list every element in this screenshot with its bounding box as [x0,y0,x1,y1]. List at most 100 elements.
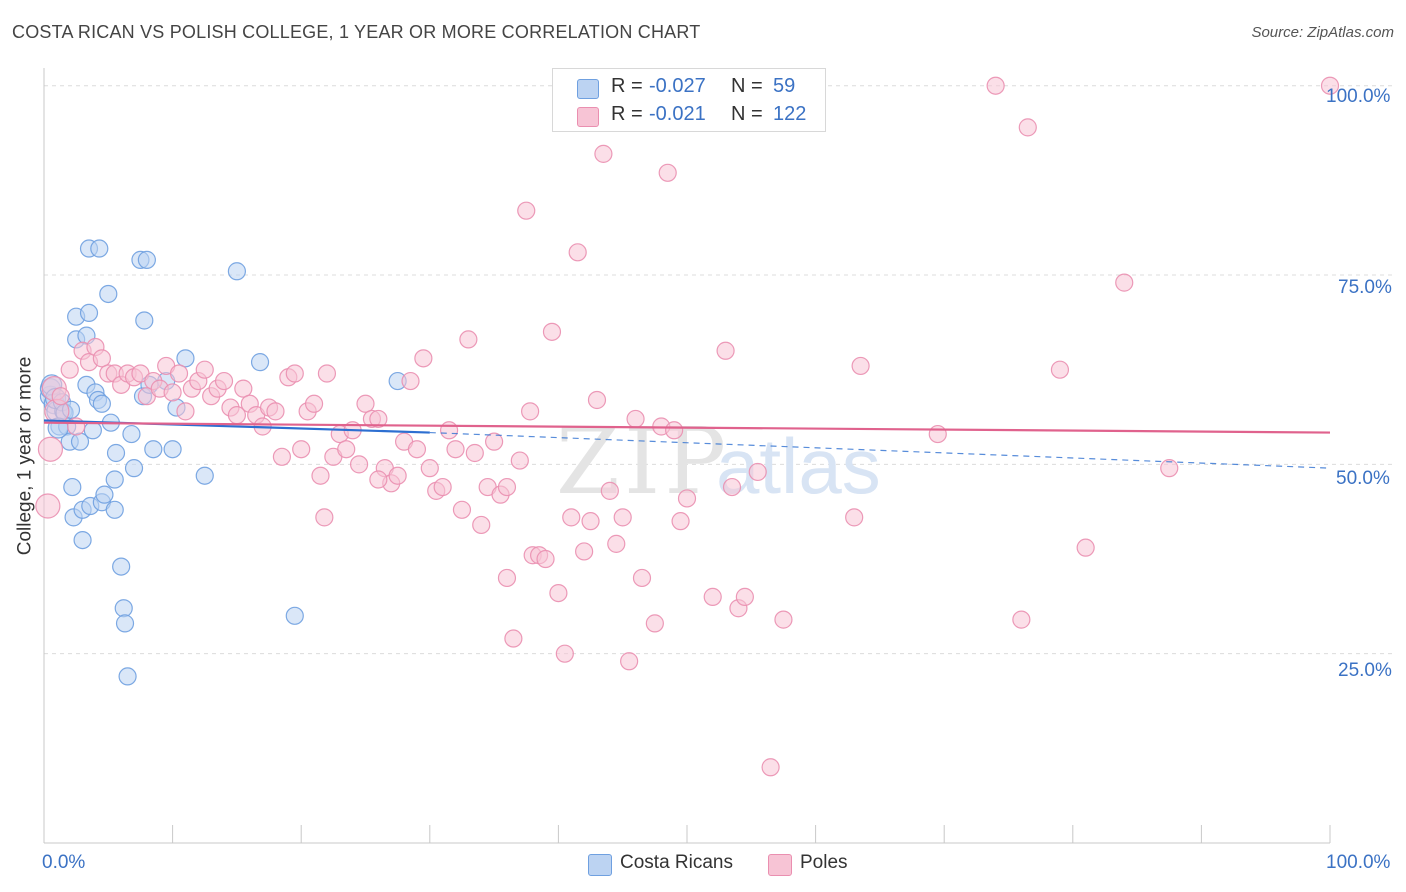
legend-n-value: 59 [773,75,796,97]
chart-source: Source: ZipAtlas.com [1251,24,1394,41]
data-point [542,322,562,341]
data-point [195,360,214,379]
stats-legend: R = -0.027 N = 59 R = -0.021 N = 122 [552,68,826,132]
data-point [568,243,587,262]
data-point [439,421,459,440]
data-point [115,614,135,633]
data-point [774,610,793,629]
data-point [112,557,131,576]
data-point [227,262,246,281]
y-tick-100: 100.0% [1326,86,1391,107]
data-point [1050,360,1070,379]
data-point [272,447,292,466]
data-point [626,409,645,429]
watermark-atlas: atlas [716,422,881,510]
bottom-legend-swatch-pink [768,854,792,876]
legend-r-label: R = [611,75,643,97]
data-point [497,568,517,588]
data-point [304,394,324,413]
data-point [485,432,504,451]
data-point [1115,273,1134,292]
data-point [510,451,529,470]
data-point [504,629,523,648]
bottom-legend-swatch-blue [588,854,612,876]
data-point [95,485,114,504]
data-point [92,394,111,413]
data-point [722,477,742,497]
watermark: ZIP atlas [556,408,881,515]
data-point [632,568,652,588]
data-point [845,508,864,527]
data-point [446,440,465,459]
data-point [292,440,311,459]
data-point [645,614,664,633]
data-point [337,440,356,459]
data-point [594,144,613,163]
data-point [459,330,478,349]
data-point [114,599,133,618]
data-point [1320,76,1340,95]
legend-n-value: 122 [773,103,807,125]
data-point [388,466,407,485]
data-point [176,349,195,368]
data-point [761,758,780,777]
legend-swatch-blue [577,79,599,99]
data-point [420,459,439,478]
legend-r-value: -0.027 [649,75,706,97]
trend-lines [43,419,1331,469]
legend-r-value: -0.021 [649,103,706,125]
data-point [620,652,639,671]
data-point [63,477,82,497]
trend-line-costa-ricans-extension [429,431,1331,469]
data-point [285,606,304,625]
data-point [536,549,555,569]
data-point [135,311,154,330]
data-point [703,587,722,606]
data-point [163,440,182,459]
data-point [37,436,64,462]
y-axis-title: College, 1 year or more [14,356,36,556]
data-point [613,508,632,527]
bottom-legend-label: Poles [800,852,848,873]
y-tick-75: 75.0% [1338,277,1392,298]
data-point [90,239,109,258]
data-point [311,466,330,485]
legend-n-label: N = [731,103,763,125]
data-point [214,371,234,391]
data-point [369,470,388,489]
data-point [465,443,484,463]
chart-title: COSTA RICAN VS POLISH COLLEGE, 1 YEAR OR… [12,22,701,42]
legend-row-poles: R = -0.021 N = 122 [553,101,825,129]
data-point [144,440,163,459]
legend-r-label: R = [611,103,643,125]
data-point [79,303,99,323]
data-point [122,424,141,444]
data-point [517,201,536,220]
data-point [195,466,214,485]
data-point [401,371,420,391]
data-point [414,349,433,368]
y-tick-50: 50.0% [1336,468,1390,489]
x-tick-max: 100.0% [1326,852,1391,873]
data-point [176,402,195,421]
data-point [1160,459,1179,478]
data-point [735,587,754,606]
watermark-zip: ZIP [556,408,730,515]
data-point [658,163,677,182]
data-point [315,508,334,527]
data-point [349,455,369,474]
data-point [105,500,124,519]
data-point [587,390,607,410]
data-point [369,409,388,429]
data-point [581,512,600,531]
data-point [497,477,517,497]
data-point [92,349,111,368]
data-point [285,364,304,383]
data-point [250,353,270,372]
bottom-legend-label: Costa Ricans [620,852,733,873]
data-point [472,515,491,535]
data-point [665,421,684,440]
data-point [356,394,375,413]
x-tick-min: 0.0% [42,852,86,873]
data-point [169,364,189,383]
